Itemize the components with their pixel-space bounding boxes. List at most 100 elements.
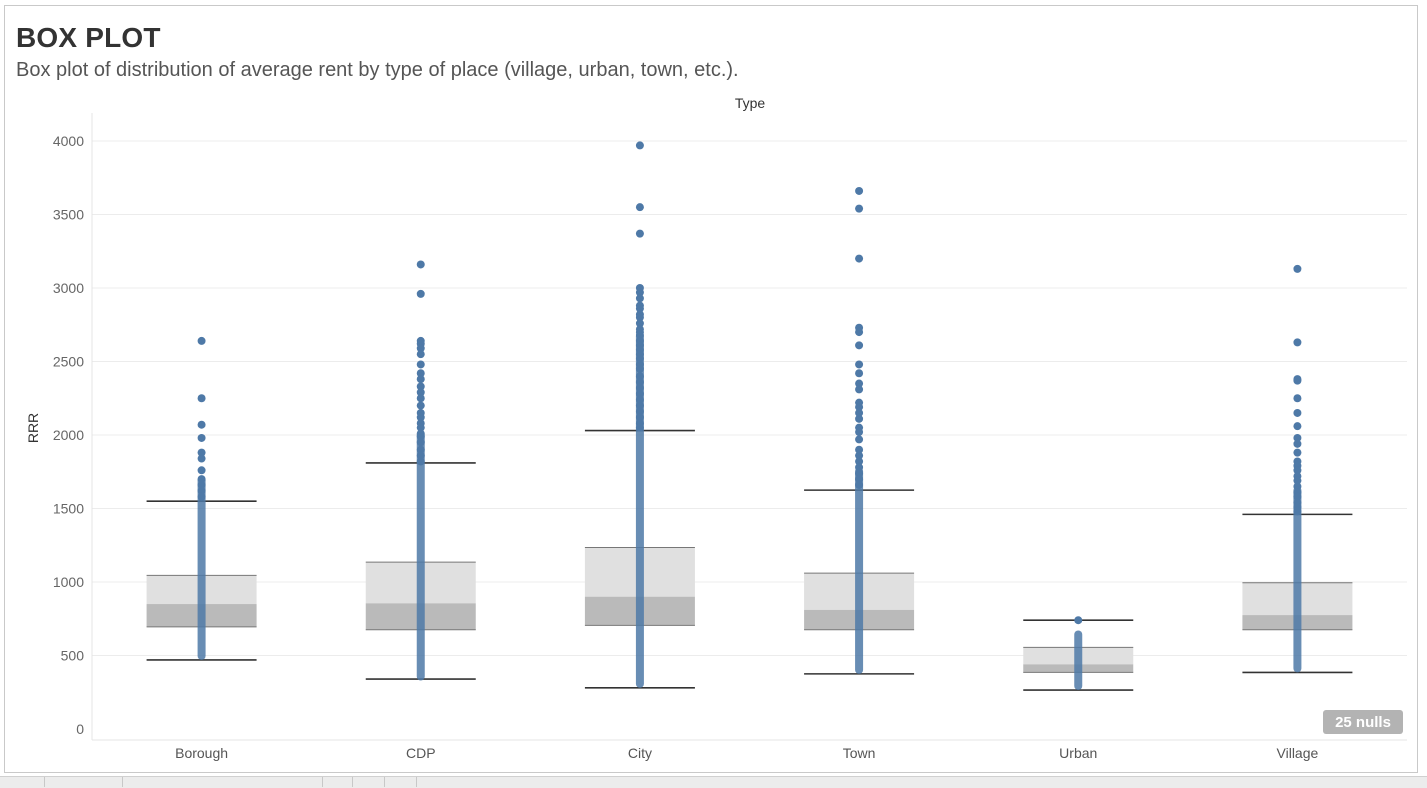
status-bar (0, 776, 1427, 788)
data-point (416, 289, 425, 298)
data-point (197, 448, 206, 457)
data-point (855, 475, 864, 484)
data-point (416, 375, 425, 384)
data-point (855, 385, 864, 394)
data-point (416, 388, 425, 397)
data-point (855, 457, 864, 466)
data-point (416, 457, 425, 466)
data-point (635, 354, 644, 363)
data-point (1293, 439, 1302, 448)
data-point (416, 369, 425, 378)
data-point (635, 407, 644, 416)
data-point (855, 408, 864, 417)
x-tick-label: CDP (406, 745, 436, 761)
data-point (1293, 448, 1302, 457)
data-point-cluster (416, 430, 425, 681)
data-point (855, 435, 864, 444)
x-tick-label: Village (1277, 745, 1319, 761)
data-point (855, 369, 864, 378)
data-point (855, 428, 864, 437)
data-point (855, 360, 864, 369)
data-point (197, 475, 206, 484)
data-point (855, 403, 864, 412)
data-point (855, 379, 864, 388)
data-point (855, 341, 864, 350)
data-point (635, 203, 644, 212)
data-point (1293, 482, 1302, 491)
data-point (855, 204, 864, 213)
x-tick-label: Borough (175, 745, 228, 761)
data-point (416, 382, 425, 391)
data-point-cluster (1074, 630, 1083, 691)
data-point (416, 360, 425, 369)
data-point (1074, 616, 1083, 625)
data-point (1293, 433, 1302, 442)
data-point (416, 350, 425, 359)
data-point (855, 186, 864, 195)
data-point-cluster (855, 467, 864, 674)
data-point (1293, 422, 1302, 431)
x-tick-label: Urban (1059, 745, 1097, 761)
data-point (635, 331, 644, 340)
sheet-tab[interactable] (122, 777, 323, 787)
data-point (855, 414, 864, 423)
x-tick-label: Town (843, 745, 876, 761)
data-point (416, 451, 425, 460)
data-point (635, 141, 644, 150)
nulls-indicator[interactable] (1323, 710, 1403, 734)
data-point (635, 389, 644, 398)
data-point (1293, 408, 1302, 417)
data-point (197, 433, 206, 442)
y-tick-label: 1500 (53, 501, 84, 517)
data-point (416, 423, 425, 432)
data-point-cluster (197, 476, 206, 660)
data-point (635, 395, 644, 404)
data-point (855, 328, 864, 337)
data-point (416, 413, 425, 422)
data-point (1293, 476, 1302, 485)
data-point (635, 378, 644, 387)
data-point (855, 445, 864, 454)
data-point (416, 260, 425, 269)
y-tick-label: 2500 (53, 354, 84, 370)
chart-title: BOX PLOT (16, 22, 161, 53)
data-point (635, 364, 644, 373)
data-point (1293, 394, 1302, 403)
data-point (635, 294, 644, 303)
data-point (635, 401, 644, 410)
y-axis-title: RRR (25, 413, 41, 443)
sheet-tab[interactable] (322, 777, 353, 787)
data-point (197, 336, 206, 345)
y-tick-label: 4000 (53, 133, 84, 149)
data-point (635, 372, 644, 381)
nulls-indicator-label: 25 nulls (1335, 714, 1391, 731)
y-tick-label: 1000 (53, 574, 84, 590)
data-point (635, 304, 644, 313)
data-point (197, 466, 206, 475)
data-point (635, 413, 644, 422)
y-tick-label: 0 (76, 721, 84, 737)
data-point-cluster (1293, 486, 1302, 673)
data-point (197, 486, 206, 495)
data-point (416, 394, 425, 403)
sheet-tab[interactable] (384, 777, 417, 787)
y-tick-label: 500 (61, 648, 85, 664)
data-point (855, 480, 864, 489)
data-point (635, 383, 644, 392)
data-point (855, 463, 864, 472)
data-point (635, 288, 644, 297)
sheet-tab[interactable] (44, 777, 123, 787)
data-point (416, 438, 425, 447)
data-point (416, 445, 425, 454)
data-point (1293, 492, 1302, 501)
data-point (197, 454, 206, 463)
x-axis-title: Type (735, 95, 766, 111)
data-point (1293, 376, 1302, 385)
y-tick-label: 3500 (53, 207, 84, 223)
data-point (635, 319, 644, 328)
data-point (197, 492, 206, 501)
sheet-tab[interactable] (352, 777, 385, 787)
y-tick-label: 3000 (53, 280, 84, 296)
sheet-tab[interactable] (0, 777, 45, 787)
data-point (855, 451, 864, 460)
